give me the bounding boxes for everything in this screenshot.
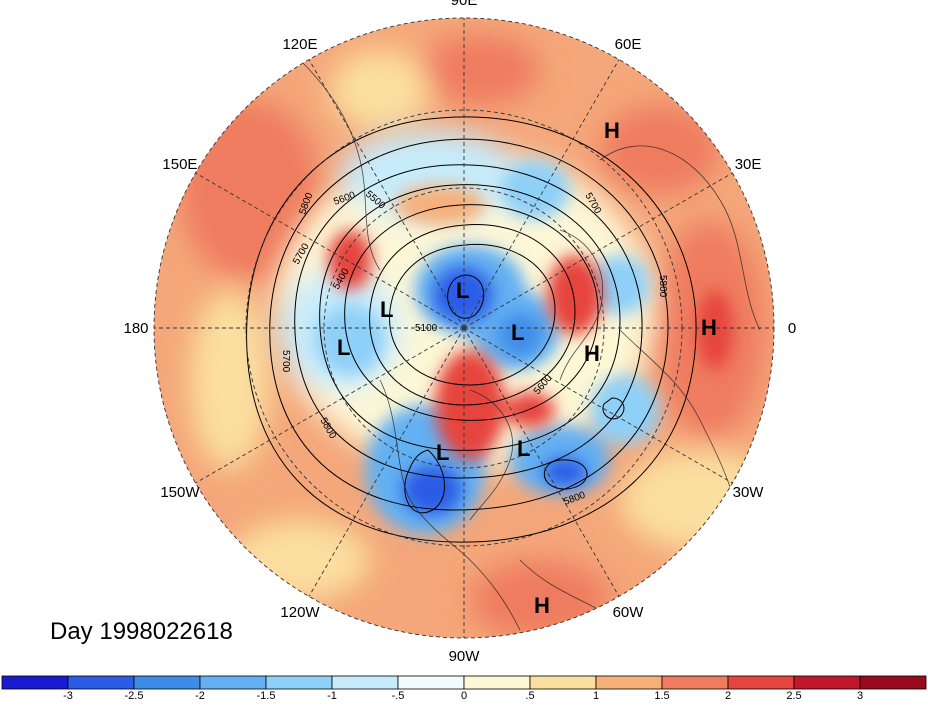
longitude-label: 150E bbox=[162, 156, 197, 173]
longitude-label: 150W bbox=[160, 484, 200, 501]
colorbar-tick-label: .5 bbox=[525, 690, 534, 702]
longitude-label: 120W bbox=[280, 604, 320, 621]
colorbar-tick-label: -.5 bbox=[392, 690, 405, 702]
longitude-label: 60W bbox=[613, 604, 645, 621]
colorbar-swatch bbox=[397, 675, 465, 690]
colorbar-swatch bbox=[1, 675, 69, 690]
colorbar-swatch bbox=[793, 675, 861, 690]
colorbar-swatch bbox=[463, 675, 531, 690]
longitude-label: 180 bbox=[123, 320, 148, 337]
longitude-label: 90E bbox=[451, 0, 478, 9]
high-center: H bbox=[701, 315, 717, 340]
longitude-label: 120E bbox=[282, 36, 317, 53]
colorbar-swatch bbox=[595, 675, 663, 690]
colorbar-tick-label: 2.5 bbox=[786, 690, 801, 702]
colorbar-tick-label: -3 bbox=[63, 690, 73, 702]
colorbar-swatch bbox=[529, 675, 597, 690]
colorbar-tick-label: 2 bbox=[725, 690, 731, 702]
contour-label-5700c: 5700 bbox=[280, 350, 291, 373]
longitude-labels: 90E 60E 30E 0 30W 60W 90W 120W 150W 180 150E 120E bbox=[123, 0, 796, 665]
meridian-line bbox=[195, 327, 465, 484]
colorbar-tick-label: -1 bbox=[327, 690, 337, 702]
colorbar-swatch bbox=[331, 675, 399, 690]
meridian-line bbox=[463, 172, 733, 329]
colorbar-tick-label: 3 bbox=[857, 690, 863, 702]
colorbar-swatch bbox=[727, 675, 795, 690]
colorbar-swatch bbox=[67, 675, 135, 690]
colorbar-swatch bbox=[265, 675, 333, 690]
low-center: L bbox=[511, 320, 524, 345]
colorbar-tick-label: 1 bbox=[593, 690, 599, 702]
low-center: L bbox=[517, 436, 530, 461]
high-center: H bbox=[604, 118, 620, 143]
colorbar-swatch bbox=[133, 675, 201, 690]
colorbar-tick-label: 0 bbox=[461, 690, 467, 702]
colorbar: -3 -2.5 -2 -1.5 -1 -.5 0 .5 1 1.5 2 2.5 3 bbox=[1, 675, 927, 702]
pressure-centers: H H H H L L L L L L bbox=[337, 118, 717, 618]
longitude-label: 30E bbox=[735, 156, 762, 173]
high-center: H bbox=[584, 341, 600, 366]
colorbar-tick-label: 1.5 bbox=[654, 690, 669, 702]
low-center: L bbox=[380, 297, 393, 322]
colorbar-tick-label: -2 bbox=[195, 690, 205, 702]
meridian-line bbox=[463, 59, 620, 329]
low-center: L bbox=[337, 335, 350, 360]
colorbar-swatch bbox=[199, 675, 267, 690]
meridian-line bbox=[463, 327, 733, 484]
longitude-label: 60E bbox=[615, 36, 642, 53]
high-center: H bbox=[534, 593, 550, 618]
meridian-line bbox=[308, 59, 465, 329]
meridians bbox=[154, 18, 774, 638]
colorbar-tick-label: -1.5 bbox=[257, 690, 276, 702]
meridian-line bbox=[308, 327, 465, 597]
longitude-label: 90W bbox=[449, 648, 481, 665]
meridian-line bbox=[195, 172, 465, 329]
longitude-label: 30W bbox=[733, 484, 765, 501]
map-title: Day 1998022618 bbox=[50, 618, 233, 645]
contour-label-5100: 5100 bbox=[415, 323, 438, 334]
meridian-line bbox=[463, 327, 620, 597]
contour-label-5800b: 5800 bbox=[657, 275, 668, 298]
colorbar-tick-label: -2.5 bbox=[125, 690, 144, 702]
low-center: L bbox=[436, 440, 449, 465]
colorbar-swatch bbox=[661, 675, 729, 690]
colorbar-swatch bbox=[859, 675, 927, 690]
low-center: L bbox=[456, 278, 469, 303]
longitude-label: 0 bbox=[788, 320, 796, 337]
